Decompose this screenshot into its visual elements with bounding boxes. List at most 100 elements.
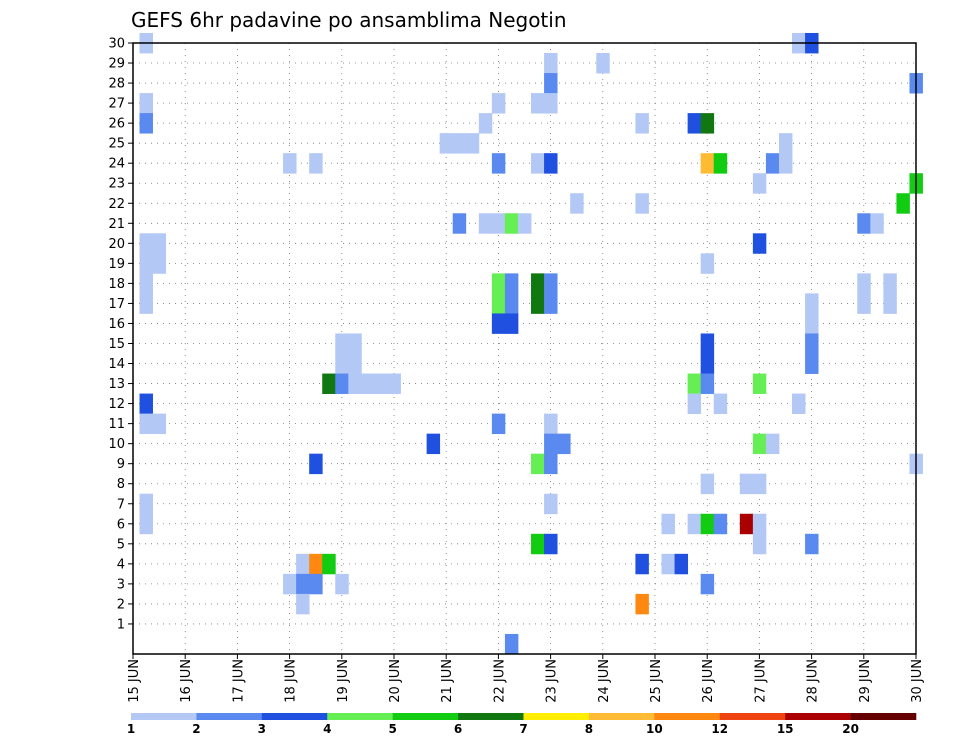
- precip-cell: [805, 533, 819, 555]
- y-tick-label: 4: [117, 557, 125, 572]
- precip-cell: [870, 213, 884, 234]
- y-tick-label: 16: [108, 317, 125, 332]
- y-tick-label: 11: [108, 417, 125, 432]
- precip-cell: [309, 453, 323, 475]
- precip-cell: [883, 273, 897, 294]
- precip-cell: [557, 433, 571, 455]
- x-tick-label: 24 JUN: [597, 659, 612, 703]
- precip-cell: [713, 513, 728, 535]
- colorbar-segment: [588, 713, 655, 720]
- precip-cell: [387, 373, 401, 394]
- precip-cell: [335, 373, 349, 394]
- precip-cell: [348, 353, 362, 374]
- x-tick-label: 29 JUN: [858, 659, 873, 703]
- precip-cell: [139, 293, 153, 314]
- y-tick-label: 18: [108, 277, 125, 292]
- precip-cells: [139, 32, 923, 655]
- precip-cell: [765, 153, 780, 174]
- y-tick-label: 20: [108, 237, 125, 252]
- precip-cell: [752, 173, 767, 194]
- precip-cell: [752, 473, 767, 495]
- y-tick-label: 29: [108, 57, 125, 72]
- precip-cell: [517, 213, 532, 234]
- precip-cell: [739, 513, 754, 535]
- precip-cell: [752, 433, 767, 455]
- precip-cell: [544, 493, 558, 515]
- precip-cell: [139, 93, 153, 114]
- colorbar-segment: [719, 713, 786, 720]
- precip-cell: [491, 93, 506, 114]
- precip-cell: [687, 393, 702, 415]
- colorbar-label: 10: [646, 722, 663, 736]
- precip-cell: [752, 533, 767, 555]
- precip-cell: [531, 273, 545, 294]
- precip-cell: [348, 373, 362, 394]
- precip-cell: [700, 513, 715, 535]
- precip-cell: [491, 153, 506, 174]
- precip-cell: [491, 313, 506, 334]
- precip-cell: [700, 373, 715, 394]
- plot-frame: [132, 42, 917, 655]
- colorbar-label: 4: [323, 722, 331, 736]
- precip-cell: [700, 353, 715, 374]
- y-tick-label: 15: [108, 337, 125, 352]
- y-tick-label: 1: [117, 617, 125, 632]
- precip-cell: [335, 353, 349, 374]
- precip-cell: [361, 373, 375, 394]
- precip-cell: [739, 473, 754, 495]
- y-tick-label: 26: [108, 117, 125, 132]
- x-tick-label: 26 JUN: [701, 659, 716, 703]
- precip-cell: [531, 293, 545, 314]
- precip-cell: [687, 513, 702, 535]
- y-tick-label: 6: [117, 517, 125, 532]
- precip-cell: [544, 53, 558, 74]
- precip-cell: [674, 553, 689, 575]
- precip-cell: [139, 393, 153, 415]
- colorbar-label: 2: [192, 722, 200, 736]
- precip-cell: [374, 373, 388, 394]
- y-axis-ticks: 1234567891011121314151617181920212223242…: [108, 37, 133, 632]
- precip-cell: [139, 113, 153, 134]
- precip-cell: [687, 373, 702, 394]
- precip-cell: [544, 413, 558, 435]
- precip-cell: [857, 213, 871, 234]
- x-tick-label: 16 JUN: [179, 659, 194, 703]
- precip-cell: [544, 273, 558, 294]
- precip-cell: [896, 193, 910, 214]
- colorbar-segment: [327, 713, 393, 720]
- precip-cell: [778, 133, 793, 154]
- y-tick-label: 17: [108, 297, 125, 312]
- precip-cell: [478, 213, 493, 234]
- precip-cell: [452, 213, 467, 234]
- colorbar-label: 3: [258, 722, 266, 736]
- precip-cell: [661, 513, 675, 535]
- chart-title: GEFS 6hr padavine po ansamblima Negotin: [131, 8, 567, 32]
- colorbar-segment: [523, 713, 590, 720]
- x-tick-label: 23 JUN: [545, 659, 560, 703]
- x-tick-label: 22 JUN: [492, 659, 507, 703]
- y-tick-label: 27: [108, 97, 125, 112]
- precip-cell: [700, 473, 715, 495]
- colorbar-label: 20: [842, 722, 859, 736]
- precip-cell: [478, 113, 493, 134]
- precip-cell: [661, 553, 675, 575]
- y-tick-label: 2: [117, 597, 125, 612]
- y-tick-label: 21: [108, 217, 125, 232]
- colorbar-segment: [850, 713, 917, 720]
- precip-cell: [139, 233, 153, 254]
- y-tick-label: 23: [108, 177, 125, 192]
- y-tick-label: 19: [108, 257, 125, 272]
- y-tick-label: 5: [117, 537, 125, 552]
- precip-cell: [309, 153, 323, 174]
- precip-cell: [504, 313, 519, 334]
- precip-cell: [504, 273, 519, 294]
- precip-cell: [752, 373, 767, 394]
- precip-cell: [152, 253, 167, 274]
- precip-cell: [139, 413, 153, 435]
- precip-cell: [713, 153, 728, 174]
- y-tick-label: 24: [108, 157, 125, 172]
- precip-cell: [491, 413, 506, 435]
- y-tick-label: 10: [108, 437, 125, 452]
- precip-cell: [296, 573, 310, 595]
